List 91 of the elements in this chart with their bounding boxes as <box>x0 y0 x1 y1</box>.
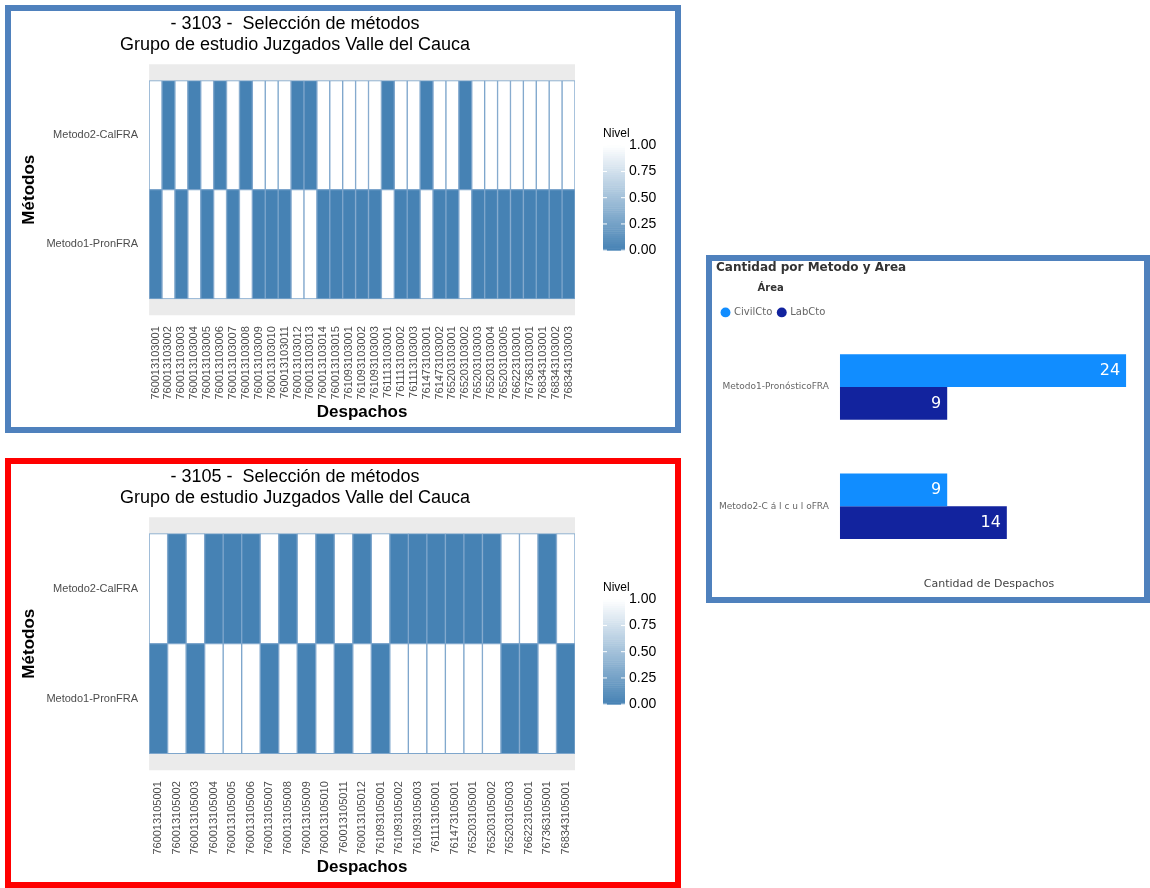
x-tick-label: 760013105009 <box>299 781 312 855</box>
x-tick-label: 767363105001 <box>540 781 553 855</box>
x-tick-label: 761093105003 <box>410 781 423 855</box>
legend-label: CivilCto <box>734 305 773 317</box>
x-tick-label: 760013103006 <box>213 326 226 400</box>
x-tick-label: 765203103005 <box>497 326 510 400</box>
color-bar-label: 0.00 <box>629 241 657 258</box>
y-tick-label: Metodo1-PronFRA <box>46 237 139 250</box>
x-tick-label: 768343103001 <box>535 326 548 400</box>
x-tick-label: 766223103001 <box>509 326 522 400</box>
x-tick-label: 767363103001 <box>522 326 535 400</box>
data-label: 9 <box>931 478 942 498</box>
y-tick-label: Metodo2-CalFRA <box>53 581 139 594</box>
legend-title: Área <box>757 280 784 293</box>
chart-title: - 3103 - Selección de métodos <box>170 12 420 33</box>
color-bar-label: 0.75 <box>629 162 657 179</box>
x-tick-label: 760013103009 <box>251 326 264 400</box>
x-tick-label: 761473103002 <box>432 326 445 400</box>
x-tick-label: 760013105007 <box>262 781 275 855</box>
color-bar-label: 0.25 <box>629 214 657 231</box>
x-tick-label: 761473105001 <box>447 781 460 855</box>
x-tick-label: 766223105001 <box>521 781 534 855</box>
y-tick-label: Metodo1-PronFRA <box>46 691 139 704</box>
x-tick-label: 761093103002 <box>355 326 368 400</box>
y-tick-label: Metodo2-C á l c u l oFRA <box>718 500 830 511</box>
x-tick-label: 761113103003 <box>406 326 419 398</box>
color-bar-label: 1.00 <box>629 136 657 153</box>
x-tick-label: 768343103003 <box>561 326 574 400</box>
x-tick-label: 761473103001 <box>419 326 432 400</box>
x-tick-label: 761113103001 <box>380 326 393 398</box>
legend-label: LabCto <box>790 305 826 317</box>
color-bar-label: 0.75 <box>629 616 657 633</box>
chart-subtitle: Grupo de estudio Juzgados Valle del Cauca <box>120 487 471 508</box>
x-tick-label: 761093105002 <box>392 781 405 855</box>
x-tick-label: 761113103002 <box>393 326 406 398</box>
x-tick-label: 760013105008 <box>281 781 294 855</box>
chart-title: - 3105 - Selección de métodos <box>170 465 420 486</box>
x-tick-label: 760013103008 <box>238 326 251 400</box>
chart-subtitle: Grupo de estudio Juzgados Valle del Cauca <box>120 34 471 55</box>
x-tick-label: 760013103015 <box>329 326 342 400</box>
y-tick-label: Metodo1-PronósticoFRA <box>722 381 830 392</box>
x-tick-label: 768343105001 <box>558 781 571 855</box>
x-tick-label: 760013103011 <box>277 326 290 399</box>
data-label: 9 <box>931 392 942 412</box>
x-axis-title: Cantidad de Despachos <box>923 577 1055 591</box>
y-axis-title: Métodos <box>18 154 38 225</box>
x-tick-label: 765203103001 <box>445 326 458 400</box>
x-tick-label: 760013103010 <box>264 326 277 400</box>
x-tick-label: 761093103003 <box>367 326 380 400</box>
y-axis-title: Métodos <box>18 608 38 679</box>
x-tick-label: 760013103012 <box>290 326 303 400</box>
chart-title: Cantidad por Metodo y Area <box>716 260 907 275</box>
x-tick-label: 760013105011 <box>336 781 349 854</box>
x-tick-label: 760013103014 <box>316 326 329 400</box>
x-tick-label: 760013105012 <box>355 781 368 855</box>
x-tick-label: 765203103003 <box>471 326 484 400</box>
x-tick-label: 760013103013 <box>303 326 316 400</box>
y-tick-label: Metodo2-CalFRA <box>53 128 139 141</box>
x-tick-label: 761113105001 <box>429 781 442 853</box>
color-bar-title: Nivel <box>603 125 630 140</box>
x-tick-label: 760013105004 <box>206 781 219 855</box>
color-bar-label: 1.00 <box>629 590 657 607</box>
x-axis-title: Despachos <box>316 857 408 877</box>
color-bar-label: 0.50 <box>629 188 657 205</box>
color-bar-label: 0.50 <box>629 642 657 659</box>
x-tick-label: 760013103004 <box>187 326 200 400</box>
x-tick-label: 765203103004 <box>484 326 497 400</box>
x-tick-label: 760013103002 <box>161 326 174 400</box>
data-label: 14 <box>980 511 1001 531</box>
x-tick-label: 760013103001 <box>148 326 161 400</box>
x-tick-label: 760013105010 <box>318 781 331 855</box>
x-tick-label: 760013105005 <box>225 781 238 855</box>
x-tick-label: 760013105006 <box>243 781 256 855</box>
x-tick-label: 760013105003 <box>188 781 201 855</box>
x-tick-label: 765203105002 <box>484 781 497 855</box>
x-tick-label: 760013105001 <box>151 781 164 855</box>
x-tick-label: 761093105001 <box>373 781 386 855</box>
x-tick-label: 760013105002 <box>169 781 182 855</box>
x-tick-label: 760013103007 <box>226 326 239 400</box>
color-bar-label: 0.25 <box>629 668 657 685</box>
x-tick-label: 765203103002 <box>458 326 471 400</box>
x-tick-label: 768343103002 <box>548 326 561 400</box>
x-axis-title: Despachos <box>316 402 408 422</box>
x-tick-label: 760013103003 <box>174 326 187 400</box>
x-tick-label: 765203105003 <box>503 781 516 855</box>
x-tick-label: 765203105001 <box>466 781 479 855</box>
color-bar-label: 0.00 <box>629 695 657 712</box>
data-label: 24 <box>1099 359 1121 379</box>
color-bar-title: Nivel <box>603 579 630 594</box>
x-tick-label: 761093103001 <box>342 326 355 400</box>
x-tick-label: 760013103005 <box>200 326 213 400</box>
